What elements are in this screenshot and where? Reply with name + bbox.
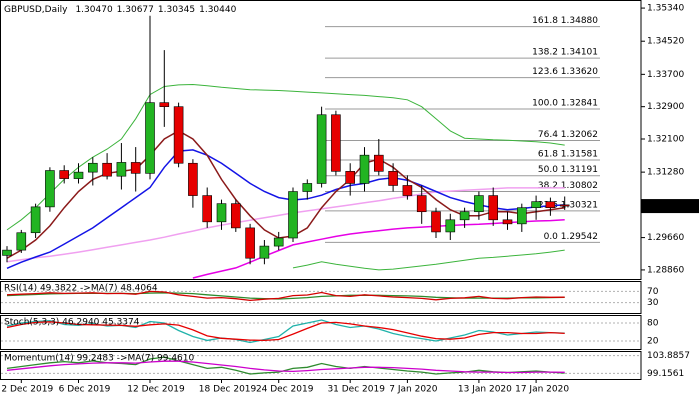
candle-body: [388, 171, 398, 186]
candle-body: [30, 206, 41, 234]
x-tick-label: 2 Dec 2019: [1, 385, 53, 395]
candle-body: [102, 162, 112, 177]
fib-label: 123.6 1.33620: [532, 67, 598, 77]
y-tick-label: 1.32900: [647, 102, 684, 112]
candle-body: [359, 154, 370, 184]
candle-body: [145, 102, 155, 174]
candle-body: [16, 232, 27, 251]
candle-body: [516, 207, 527, 225]
chart-title: GBPUSD,Daily: [4, 5, 68, 15]
y-tick-label: 1.33700: [647, 70, 684, 80]
candle-body: [345, 171, 356, 184]
fib-label: 61.8 1.31581: [538, 149, 598, 159]
candle-body: [445, 219, 456, 233]
y-tick-label: 80: [647, 319, 659, 329]
candle-body: [88, 162, 98, 173]
moving-average: [6, 187, 565, 263]
y-tick-label: 1.28860: [647, 265, 684, 275]
moving-average: [6, 149, 565, 269]
close-value: 1.30440: [199, 5, 236, 15]
candle-body: [45, 170, 55, 208]
y-tick-label: 103.8857: [647, 351, 690, 361]
candle-body: [402, 185, 413, 196]
indicator-panel-frame: [0, 351, 642, 380]
candle-body: [531, 201, 541, 208]
chart-header: GBPUSD,Daily 1.30470 1.30677 1.30345 1.30440: [4, 5, 237, 15]
fib-label: 138.2 1.34101: [532, 48, 598, 58]
candle-body: [502, 219, 513, 225]
candle-body: [73, 171, 84, 179]
fib-label: 50.0 1.31191: [538, 165, 598, 175]
indicator-panel-frame: [0, 281, 642, 314]
x-tick-label: 7 Jan 2020: [389, 385, 437, 395]
candle-body: [474, 195, 484, 213]
candle-body: [331, 114, 341, 172]
moving-average: [6, 130, 565, 259]
fib-label: 76.4 1.32062: [538, 130, 598, 140]
candle-body: [2, 249, 12, 256]
indicator-title: Momentum(14) 99.2483 ->MA(7) 99.4610: [4, 354, 195, 364]
fib-label: 100.0 1.32841: [532, 99, 598, 109]
indicator-line: [6, 356, 565, 375]
candle-body: [59, 170, 70, 179]
candle-body: [559, 204, 570, 207]
x-tick-label: 31 Dec 2019: [327, 385, 385, 395]
moving-average: [6, 83, 565, 231]
candle-body: [188, 162, 198, 196]
indicator-title: Stoch(5,3,3) 46.2940 45.3374: [4, 318, 140, 328]
indicator-title: RSI(14) 49.3822 ->MA(7) 48.4064: [4, 284, 158, 294]
candle-body: [316, 114, 327, 184]
indicator-line: [6, 290, 565, 302]
candle-body: [302, 183, 313, 192]
last-price-box: [641, 199, 699, 214]
y-tick-label: 70: [647, 287, 659, 297]
candle-body: [231, 203, 241, 229]
fib-label: 0.0 1.29542: [544, 232, 598, 242]
y-tick-label: 1.35340: [647, 4, 684, 14]
candle-body: [288, 191, 298, 239]
x-tick-label: 12 Dec 2019: [127, 385, 185, 395]
moving-average: [292, 249, 565, 271]
x-tick-label: 6 Dec 2019: [59, 385, 111, 395]
y-tick-label: 1.34520: [647, 37, 684, 47]
candle-body: [173, 106, 184, 164]
fib-label: 38.2 1.30802: [538, 181, 598, 191]
x-tick-label: 18 Dec 2019: [199, 385, 257, 395]
x-tick-label: 17 Jan 2020: [515, 385, 569, 395]
y-tick-label: 1.31280: [647, 168, 684, 178]
candle-body: [373, 154, 384, 172]
candle-body: [216, 203, 227, 223]
indicator-line: [6, 360, 565, 374]
candle-body: [245, 227, 255, 259]
y-tick-label: 30: [647, 298, 659, 308]
indicator-panel-frame: [0, 315, 642, 350]
candle-body: [459, 211, 470, 221]
candle-body: [159, 102, 170, 107]
main-panel-frame: [0, 0, 642, 280]
candle-body: [431, 211, 441, 233]
y-tick-label: 1.32100: [647, 135, 684, 145]
low-value: 1.30345: [158, 5, 195, 15]
y-tick-label: 99.1561: [647, 369, 684, 379]
candle-body: [116, 162, 127, 177]
indicator-line: [6, 321, 565, 342]
candle-body: [488, 195, 499, 221]
last-price-label: 1.30440: [647, 202, 684, 212]
candle-body: [545, 201, 556, 208]
x-tick-label: 13 Jan 2020: [458, 385, 512, 395]
candle-body: [259, 245, 270, 259]
fib-label: 161.8 1.34880: [532, 16, 598, 26]
candle-body: [416, 195, 427, 213]
y-tick-label: 1.29660: [647, 233, 684, 243]
candle-body: [273, 237, 284, 247]
candle-body: [130, 162, 141, 174]
x-tick-label: 24 Dec 2019: [256, 385, 314, 395]
y-tick-label: 20: [647, 337, 659, 347]
high-value: 1.30677: [117, 5, 154, 15]
open-value: 1.30470: [75, 5, 112, 15]
candle-body: [202, 195, 212, 223]
